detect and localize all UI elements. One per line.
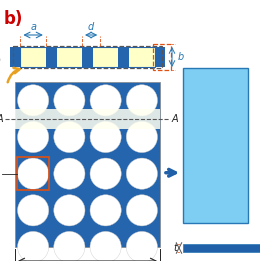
Circle shape (126, 121, 158, 153)
Circle shape (17, 121, 49, 153)
Bar (13, 46, 162, 68)
Text: (u): (u) (0, 169, 1, 178)
Circle shape (90, 85, 121, 116)
Circle shape (54, 121, 85, 153)
Text: d: d (88, 22, 94, 32)
Text: t: t (173, 243, 177, 253)
Bar (21, 47, 154, 67)
Bar (183, 68, 248, 223)
Circle shape (90, 121, 121, 153)
Bar (153, 44, 171, 70)
Bar (183, 244, 260, 252)
Bar (17, 157, 49, 190)
Circle shape (54, 195, 85, 226)
Circle shape (90, 195, 121, 226)
Circle shape (126, 85, 158, 116)
Circle shape (126, 195, 158, 226)
Bar (118, 47, 129, 67)
Circle shape (90, 232, 121, 261)
Circle shape (54, 158, 85, 189)
Bar (46, 47, 57, 67)
Circle shape (17, 195, 49, 226)
Bar (154, 47, 165, 67)
Circle shape (17, 232, 49, 261)
Text: (c): (c) (0, 54, 1, 64)
Bar (82, 47, 93, 67)
Text: b: b (178, 52, 184, 62)
Circle shape (90, 158, 121, 189)
Text: b): b) (4, 10, 23, 28)
Circle shape (126, 158, 158, 189)
Circle shape (54, 232, 85, 261)
Circle shape (17, 158, 49, 189)
Bar (15, 109, 160, 129)
Circle shape (54, 85, 85, 116)
Bar (10, 47, 21, 67)
Bar (15, 47, 160, 67)
Circle shape (126, 232, 158, 261)
Text: A: A (0, 114, 3, 124)
Text: a: a (30, 22, 36, 32)
Circle shape (17, 85, 49, 116)
Text: A: A (172, 114, 179, 124)
Bar (15, 82, 160, 247)
